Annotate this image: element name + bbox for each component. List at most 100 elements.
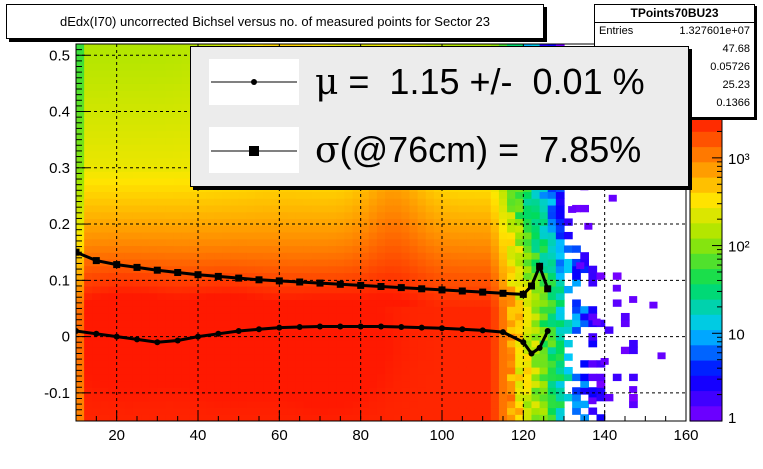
heatmap-cell (376, 353, 386, 361)
heatmap-cell (409, 393, 419, 402)
heatmap-cell (181, 339, 191, 348)
heatmap-cell (580, 258, 589, 267)
heatmap-cell (100, 414, 110, 421)
heatmap-cell (165, 285, 175, 294)
heatmap-cell (116, 245, 126, 253)
heatmap-cell (352, 373, 362, 382)
heatmap-cell (141, 218, 150, 226)
heatmap-cell (425, 225, 435, 233)
heatmap-cell (76, 373, 85, 382)
heatmap-cell (116, 380, 126, 388)
heatmap-cell (124, 96, 134, 105)
heatmap-cell (425, 360, 435, 368)
heatmap-cell (523, 353, 533, 361)
heatmap-cell (385, 184, 394, 193)
heatmap-cell (141, 103, 150, 111)
heatmap-cell (246, 299, 256, 307)
heatmap-cell (173, 96, 183, 105)
heatmap-cell (531, 218, 541, 226)
heatmap-cell (116, 90, 126, 98)
heatmap-cell (108, 117, 118, 125)
heatmap-cell (336, 198, 345, 206)
heatmap-cell (442, 265, 451, 274)
heatmap-cell (198, 238, 207, 247)
heatmap-cell (303, 387, 313, 395)
data-point (544, 328, 551, 334)
heatmap-cell (336, 312, 345, 321)
heatmap-cell (108, 96, 118, 105)
heatmap-cell (572, 245, 581, 253)
heatmap-cell (336, 380, 345, 388)
heatmap-cell (189, 285, 199, 294)
heatmap-cell (425, 393, 435, 402)
heatmap-cell (116, 238, 126, 247)
heatmap-cell (531, 299, 541, 307)
heatmap-cell (132, 252, 142, 260)
heatmap-cell (466, 312, 476, 321)
heatmap-cell (165, 333, 175, 341)
data-point (499, 289, 507, 297)
heatmap-cell (555, 306, 565, 314)
heatmap-cell (490, 306, 500, 314)
heatmap-cell (311, 306, 321, 314)
heatmap-cell (149, 346, 158, 355)
heatmap-cell (157, 380, 167, 388)
heatmap-cell (344, 306, 354, 314)
heatmap-cell (116, 211, 126, 220)
heatmap-cell (263, 360, 272, 368)
heatmap-cell (141, 63, 150, 71)
heatmap-cell (303, 272, 313, 280)
heatmap-cell (409, 387, 419, 395)
heatmap-cell (279, 184, 289, 193)
heatmap-cell (344, 366, 354, 375)
heatmap-cell (336, 225, 345, 233)
heatmap-cell (498, 272, 508, 280)
heatmap-cell (515, 238, 524, 247)
heatmap-cell (141, 272, 150, 280)
heatmap-cell (555, 218, 565, 226)
heatmap-cell (417, 346, 427, 355)
heatmap-cell (271, 272, 280, 280)
heatmap-cell (214, 191, 223, 199)
heatmap-cell (92, 312, 101, 321)
heatmap-cell (222, 373, 232, 382)
heatmap-cell (206, 373, 215, 382)
heatmap-cell (165, 312, 175, 321)
heatmap-cell (295, 265, 305, 274)
heatmap-cell (531, 191, 541, 199)
heatmap-cell (254, 225, 264, 233)
heatmap-cell (132, 299, 142, 307)
heatmap-cell (124, 171, 134, 179)
heatmap-cell (482, 279, 492, 287)
heatmap-cell (132, 258, 142, 267)
heatmap-cell (116, 373, 126, 382)
heatmap-cell (76, 285, 85, 294)
heatmap-cell (425, 218, 435, 226)
heatmap-cell (222, 360, 232, 368)
heatmap-cell (328, 231, 337, 240)
heatmap-cell (165, 252, 175, 260)
heatmap-cell (157, 414, 167, 421)
heatmap-cell (311, 299, 321, 307)
heatmap-cell (141, 177, 150, 186)
heatmap-cell (263, 393, 272, 402)
heatmap-cell (515, 333, 524, 341)
heatmap-cell (547, 299, 557, 307)
heatmap-cell (368, 265, 378, 274)
heatmap-cell (116, 393, 126, 402)
heatmap-cell (458, 346, 467, 355)
heatmap-cell (425, 238, 435, 247)
heatmap-cell (450, 360, 459, 368)
heatmap-cell (238, 373, 248, 382)
heatmap-cell (132, 49, 142, 57)
heatmap-cell (157, 353, 167, 361)
heatmap-cell (433, 380, 443, 388)
heatmap-cell (531, 279, 541, 287)
heatmap-cell (124, 117, 134, 125)
heatmap-cell (271, 285, 280, 294)
heatmap-cell (498, 258, 508, 267)
heatmap-cell (442, 326, 451, 334)
heatmap-cell (433, 279, 443, 287)
heatmap-cell (311, 380, 321, 388)
stats-row: 25.23 (599, 79, 750, 95)
